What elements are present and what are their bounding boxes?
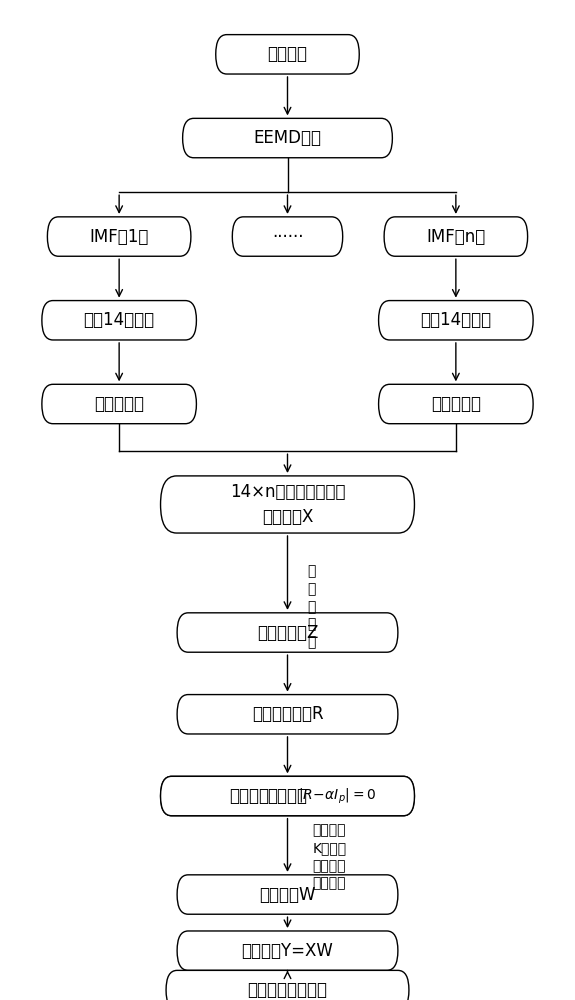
Text: 提卆14种特征: 提卆14种特征: [83, 311, 155, 329]
Text: 投影变换Y=XW: 投影变换Y=XW: [242, 942, 334, 960]
Text: 标: 标: [307, 564, 315, 578]
Text: ······: ······: [272, 228, 303, 246]
Text: 电流信号: 电流信号: [267, 45, 308, 63]
Text: 投影矩阵W: 投影矩阵W: [259, 886, 316, 904]
Text: 准: 准: [307, 582, 315, 596]
FancyBboxPatch shape: [42, 301, 197, 340]
FancyBboxPatch shape: [47, 217, 191, 256]
FancyBboxPatch shape: [42, 384, 197, 424]
Text: 14×n维特征向量组成
样本矩阵X: 14×n维特征向量组成 样本矩阵X: [230, 483, 345, 526]
FancyBboxPatch shape: [177, 613, 398, 652]
FancyBboxPatch shape: [160, 776, 415, 816]
FancyBboxPatch shape: [183, 118, 392, 158]
Text: 换: 换: [307, 635, 315, 649]
FancyBboxPatch shape: [177, 931, 398, 970]
Text: 特征方程: 特征方程: [229, 787, 269, 805]
FancyBboxPatch shape: [378, 384, 533, 424]
Text: 归一化处理: 归一化处理: [431, 395, 481, 413]
FancyBboxPatch shape: [384, 217, 528, 256]
Text: 变: 变: [307, 618, 315, 632]
Text: $|R\!-\!\alpha I_p|=0$: $|R\!-\!\alpha I_p|=0$: [298, 786, 376, 806]
Text: K个特征: K个特征: [312, 841, 347, 855]
Text: 特征方程: 特征方程: [267, 787, 308, 805]
FancyBboxPatch shape: [378, 301, 533, 340]
Text: IMF（n）: IMF（n）: [426, 228, 485, 246]
Text: 取最大的: 取最大的: [312, 824, 346, 838]
Text: 标准化矩阵Z: 标准化矩阵Z: [257, 624, 318, 642]
FancyBboxPatch shape: [232, 217, 343, 256]
FancyBboxPatch shape: [177, 875, 398, 914]
Text: 提卆14种特征: 提卆14种特征: [420, 311, 492, 329]
FancyBboxPatch shape: [166, 970, 409, 1000]
FancyBboxPatch shape: [216, 35, 359, 74]
Text: 相关系数矩阵R: 相关系数矩阵R: [252, 705, 323, 723]
FancyBboxPatch shape: [160, 776, 415, 816]
Text: IMF（1）: IMF（1）: [90, 228, 149, 246]
Text: 降维后的特征向量: 降维后的特征向量: [247, 981, 328, 999]
FancyBboxPatch shape: [177, 695, 398, 734]
Text: 化: 化: [307, 600, 315, 614]
Text: 值对于的: 值对于的: [312, 859, 346, 873]
Text: EEMD分解: EEMD分解: [254, 129, 321, 147]
FancyBboxPatch shape: [160, 476, 415, 533]
Text: 特征向量: 特征向量: [312, 877, 346, 891]
Text: 归一化处理: 归一化处理: [94, 395, 144, 413]
